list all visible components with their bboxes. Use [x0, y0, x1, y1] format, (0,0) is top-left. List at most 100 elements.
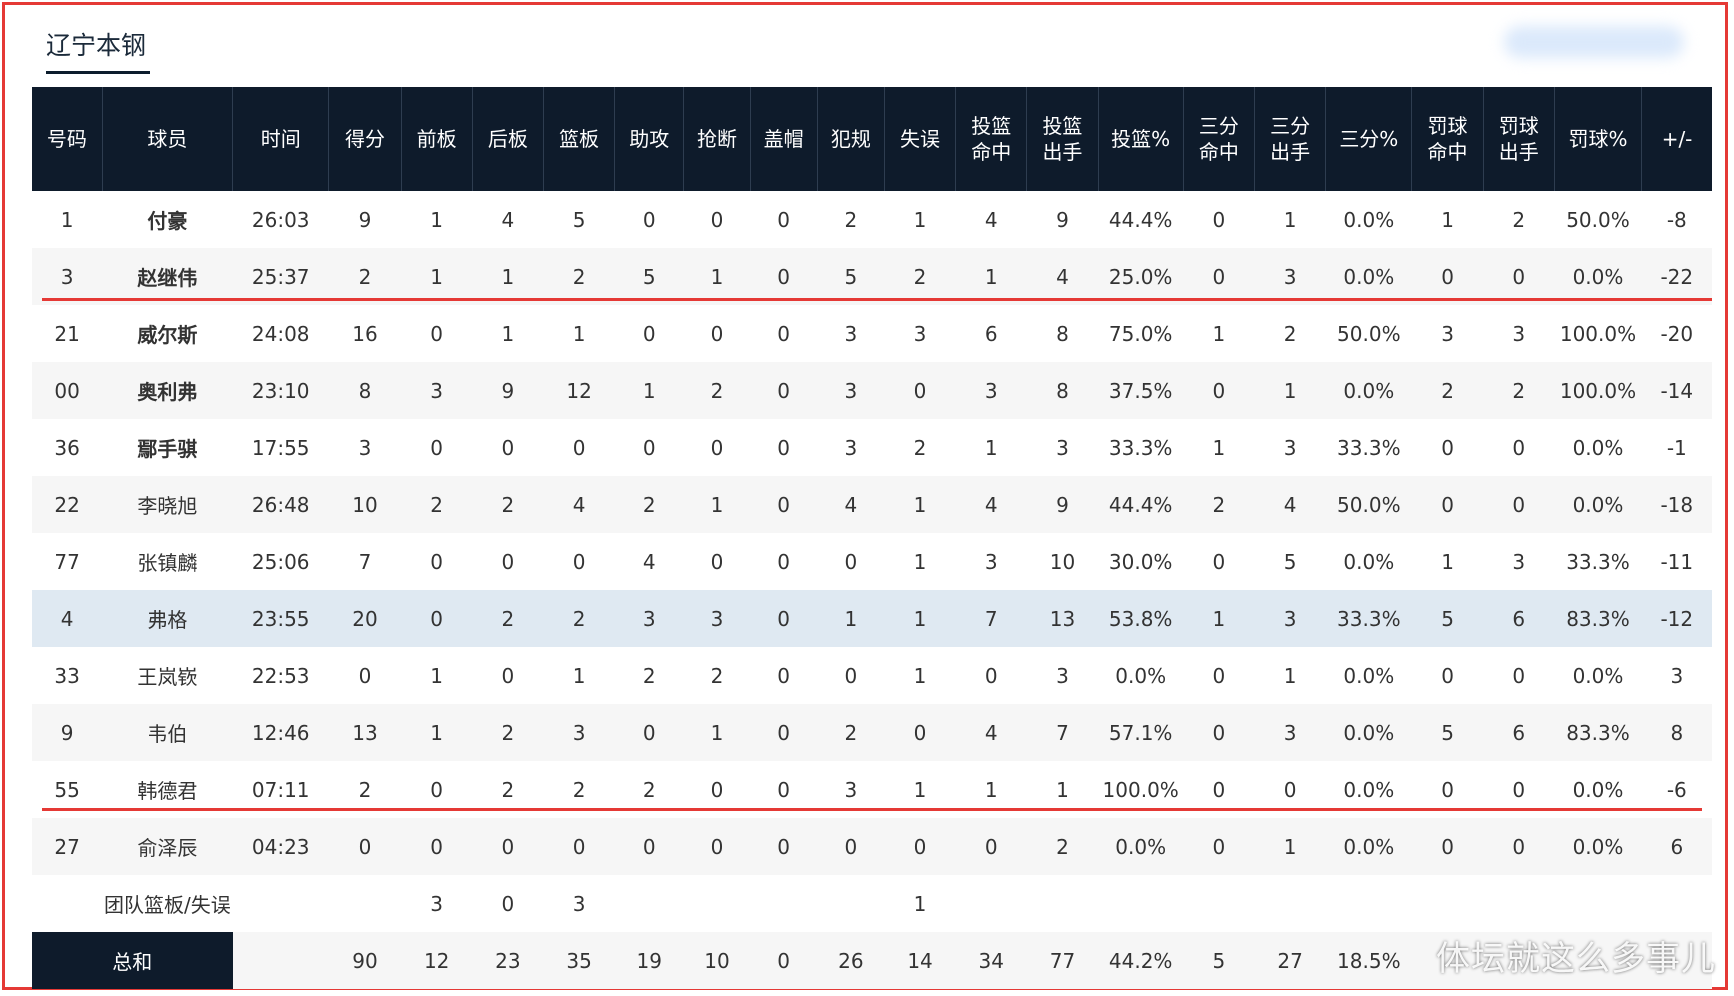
table-cell: 35	[543, 932, 615, 989]
table-cell: 1	[884, 590, 956, 647]
player-name[interactable]: 鄢手骐	[137, 437, 198, 461]
player-name[interactable]: 奥利弗	[102, 362, 233, 419]
column-header[interactable]: 投篮%	[1098, 87, 1184, 191]
table-cell: 2	[683, 362, 751, 419]
table-cell: 4	[543, 476, 615, 533]
table-cell: 7	[1026, 704, 1099, 761]
table-cell: 0	[358, 663, 372, 688]
column-header[interactable]: 前板	[401, 87, 473, 191]
player-row[interactable]: 1 付豪 26:03 9 1 4 5 0 0 0 2 1 4 9 44.4% 0 1 0.0% 1 2 50.0% -8	[32, 191, 1712, 248]
table-cell: 33.3%	[1325, 590, 1412, 647]
player-name[interactable]: 赵继伟	[102, 248, 233, 305]
table-cell: -1	[1666, 435, 1687, 460]
column-header[interactable]: 篮板	[543, 87, 616, 191]
table-cell: 0.0%	[1343, 207, 1395, 232]
team-tab[interactable]: 辽宁本钢	[46, 31, 147, 60]
column-header[interactable]: +/-	[1641, 87, 1712, 191]
column-header[interactable]: 号码	[32, 87, 103, 191]
player-row[interactable]: 21 威尔斯 24:08 16 0 1 1 0 0 0 3 3 6 8 75.0% 1 2 50.0% 3 3 100.…	[32, 305, 1712, 362]
team-header: 辽宁本钢	[32, 22, 160, 74]
column-header[interactable]: 三分 命中	[1183, 87, 1256, 191]
player-name[interactable]: 王岚嵚	[137, 665, 198, 689]
active-tab-underline	[46, 71, 150, 74]
column-header[interactable]: 投篮 命中	[955, 87, 1028, 191]
column-header[interactable]: 失误	[884, 87, 957, 191]
table-cell: 0	[430, 777, 444, 802]
table-cell: 2	[817, 704, 885, 761]
player-row[interactable]: 77 张镇麟 25:06 7 0 0 0 4 0 0 0 1 3 10 30.0% 0 5 0.0% 1 3 33.3%…	[32, 533, 1712, 590]
table-cell: -18	[1641, 476, 1712, 533]
table-cell: 3	[913, 321, 927, 346]
column-header[interactable]: 盖帽	[750, 87, 818, 191]
table-cell: 75.0%	[1108, 321, 1173, 346]
column-header[interactable]: 罚球 出手	[1483, 87, 1555, 191]
player-name[interactable]: 威尔斯	[137, 323, 198, 347]
table-cell: 44.2%	[1098, 932, 1184, 989]
player-name[interactable]: 韩德君	[137, 779, 198, 803]
column-header[interactable]: 球员	[102, 87, 234, 191]
table-cell: 0	[642, 207, 656, 232]
column-header[interactable]: 得分	[328, 87, 402, 191]
table-cell: 3	[844, 777, 858, 802]
table-cell: 0	[777, 663, 791, 688]
player-row[interactable]: 33 王岚嵚 22:53 0 1 0 1 2 2 0 0 1 0 3 0.0% 0 1 0.0% 0 0 0.0% 3	[32, 647, 1712, 704]
player-row[interactable]: 4 弗格 23:55 20 0 2 2 3 3 0 1 1 7 13 53.8% 1 3 33.3% 5 6 83.3%…	[32, 590, 1712, 647]
table-cell: 0	[710, 777, 724, 802]
table-cell: 0	[543, 818, 615, 875]
table-cell: 22	[32, 476, 103, 533]
player-row[interactable]: 9 韦伯 12:46 13 1 2 3 0 1 0 2 0 4 7 57.1% 0 3 0.0% 5 6 83.3% 8	[32, 704, 1712, 761]
table-cell: 04:23	[232, 818, 329, 875]
player-row[interactable]: 55 韩德君 07:11 2 0 2 2 2 0 0 3 1 1 1 100.0% 0 0 0.0% 0 0 0.0% -…	[32, 761, 1712, 818]
player-name[interactable]: 弗格	[102, 590, 233, 647]
player-name[interactable]: 韦伯	[102, 704, 233, 761]
column-header[interactable]: 后板	[472, 87, 544, 191]
table-cell: 9	[1056, 207, 1069, 232]
table-cell: 2	[1483, 362, 1555, 419]
table-cell: 1	[1283, 207, 1297, 232]
table-cell: 0	[1212, 777, 1226, 802]
table-cell: 3	[984, 549, 998, 574]
table-cell: 3	[1056, 663, 1069, 688]
column-header[interactable]: 罚球%	[1554, 87, 1643, 191]
table-cell: 7	[955, 590, 1027, 647]
table-cell: 0	[1441, 435, 1454, 460]
table-cell: 5	[1411, 704, 1484, 761]
table-cell: 6	[1641, 818, 1712, 875]
player-row[interactable]: 00 奥利弗 23:10 8 3 9 12 1 2 0 3 0 3 8 37.5% 0 1 0.0% 2 2 100.0…	[32, 362, 1712, 419]
player-row[interactable]: 36 鄢手骐 17:55 3 0 0 0 0 0 0 3 2 1 3 33.3% 1 3 33.3% 0 0 0.0% -…	[32, 419, 1712, 476]
table-cell: 0.0%	[1572, 435, 1624, 460]
player-row[interactable]: 22 李晓旭 26:48 10 2 2 4 2 1 0 4 1 4 9 44.4% 2 4 50.0% 0 0 0.0%…	[32, 476, 1712, 533]
table-cell: 19	[614, 932, 684, 989]
table-cell: 3	[401, 875, 473, 932]
table-cell: 18.5%	[1325, 932, 1412, 989]
table-cell: 26:03	[251, 207, 310, 232]
player-row[interactable]: 27 俞泽辰 04:23 0 0 0 0 0 0 0 0 0 0 2 0.0% 0 1 0.0% 0 0 0.0% 6	[32, 818, 1712, 875]
player-name[interactable]: 张镇麟	[137, 551, 198, 575]
column-header[interactable]: 罚球 命中	[1411, 87, 1484, 191]
table-cell	[1183, 875, 1255, 932]
column-header[interactable]: 助攻	[614, 87, 685, 191]
table-cell: 6	[984, 321, 998, 346]
table-cell: 25:37	[232, 248, 329, 305]
column-header[interactable]: 三分%	[1325, 87, 1413, 191]
column-header[interactable]: 三分 出手	[1254, 87, 1327, 191]
table-cell: 5	[1411, 590, 1484, 647]
player-name[interactable]: 付豪	[147, 209, 188, 233]
table-cell: 25:06	[251, 549, 310, 574]
table-cell: 0	[430, 321, 444, 346]
column-header[interactable]: 投篮 出手	[1026, 87, 1099, 191]
table-cell: 36	[54, 435, 80, 460]
table-cell: 1	[1212, 321, 1226, 346]
table-cell: 2	[1411, 362, 1484, 419]
player-name[interactable]: 李晓旭	[102, 476, 233, 533]
player-name[interactable]: 俞泽辰	[102, 818, 233, 875]
column-header[interactable]: 时间	[232, 87, 330, 191]
column-header[interactable]: 犯规	[817, 87, 885, 191]
table-cell: 0	[817, 818, 885, 875]
table-cell: 2	[710, 663, 724, 688]
column-header[interactable]: 抢断	[683, 87, 751, 191]
table-cell: 1	[472, 248, 544, 305]
table-cell: 12:46	[232, 704, 329, 761]
player-row[interactable]: 3 赵继伟 25:37 2 1 1 2 5 1 0 5 2 1 4 25.0% 0 3 0.0% 0 0 0.0% -22	[32, 248, 1712, 305]
table-cell: 44.4%	[1098, 476, 1184, 533]
